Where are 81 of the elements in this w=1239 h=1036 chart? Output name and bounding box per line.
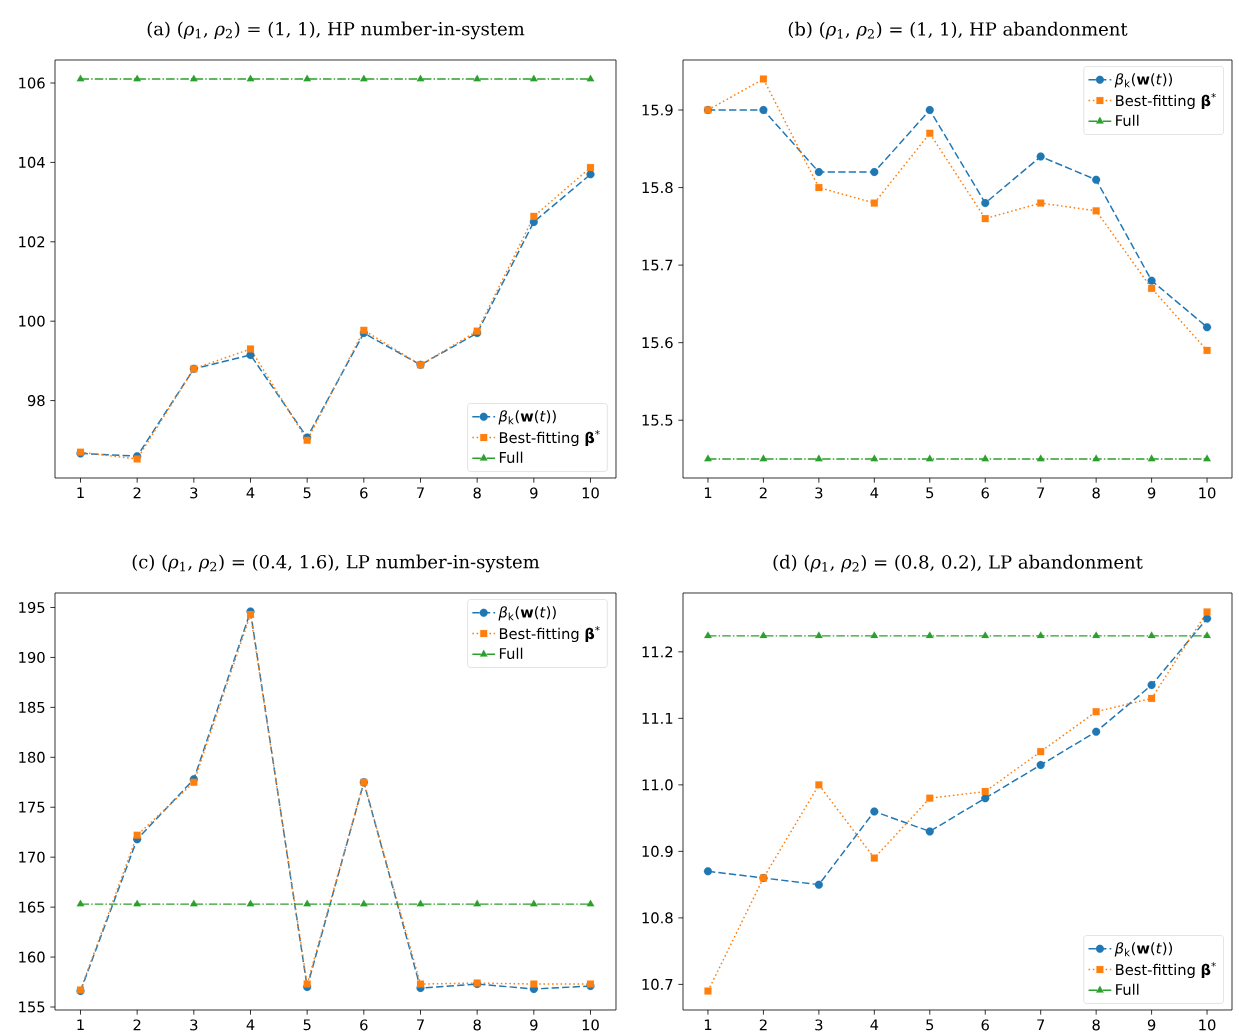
x-tick-label: 1 xyxy=(704,487,712,499)
y-tick-label: 15.9 xyxy=(642,104,673,116)
x-tick-label: 10 xyxy=(1199,1019,1216,1031)
legend-label: Best-fitting β$^{*}$ xyxy=(499,626,600,643)
y-tick-label: 11.0 xyxy=(642,779,673,791)
x-tick-label: 2 xyxy=(133,487,141,499)
x-tick-label: 8 xyxy=(473,487,481,499)
x-tick-label: 7 xyxy=(417,487,424,499)
y-tick-label: 175 xyxy=(19,801,45,813)
x-tick-label: 4 xyxy=(870,487,879,499)
chart-title: (b) (ρ$_{1}$, ρ$_{2}$) = (1, 1), HP abandonment xyxy=(788,21,1128,40)
y-tick-label: 190 xyxy=(19,651,45,663)
x-tick-label: 6 xyxy=(981,487,989,499)
y-tick-label: 100 xyxy=(19,315,45,327)
x-tick-label: 1 xyxy=(77,487,84,499)
x-tick-label: 3 xyxy=(190,487,198,499)
x-tick-label: 7 xyxy=(417,1019,424,1031)
legend-label: Best-fitting β$^{*}$ xyxy=(1116,93,1216,110)
x-tick-label: 2 xyxy=(759,487,767,499)
x-tick-label: 6 xyxy=(360,1019,368,1031)
y-tick-label: 15.8 xyxy=(642,182,673,194)
y-tick-label: 102 xyxy=(19,236,45,248)
x-tick-label: 8 xyxy=(1092,487,1100,499)
y-tick-label: 15.6 xyxy=(642,337,673,349)
chart-title: (c) (ρ$_{1}$, ρ$_{2}$) = (0.4, 1.6), LP number-in-system xyxy=(132,554,540,573)
legend-label: Best-fitting β$^{*}$ xyxy=(499,430,600,447)
x-tick-label: 3 xyxy=(815,1019,823,1031)
x-tick-label: 4 xyxy=(246,487,255,499)
legend-label: β$_{k}$(w(t)) xyxy=(498,606,556,621)
legend-label: Full xyxy=(499,451,523,463)
y-tick-label: 10.9 xyxy=(642,845,673,857)
x-tick-label: 7 xyxy=(1037,487,1045,499)
x-tick-label: 7 xyxy=(1037,1019,1045,1031)
x-tick-label: 9 xyxy=(530,1019,538,1031)
x-tick-label: 1 xyxy=(704,1019,712,1031)
y-tick-label: 104 xyxy=(19,156,45,168)
x-tick-label: 6 xyxy=(360,487,368,499)
y-tick-label: 155 xyxy=(19,1001,45,1013)
x-tick-label: 8 xyxy=(1092,1019,1100,1031)
x-tick-label: 4 xyxy=(246,1019,255,1031)
y-tick-label: 180 xyxy=(19,751,45,763)
chart-title: (d) (ρ$_{1}$, ρ$_{2}$) = (0.8, 0.2), LP abandonment xyxy=(773,554,1143,573)
y-tick-label: 185 xyxy=(19,701,45,713)
x-tick-label: 5 xyxy=(926,1019,934,1031)
legend-label: β$_{k}$(w(t)) xyxy=(1114,73,1173,88)
x-tick-label: 5 xyxy=(303,1019,311,1031)
x-tick-label: 10 xyxy=(1199,487,1216,499)
x-tick-label: 5 xyxy=(926,487,934,499)
chart-title: (a) (ρ$_{1}$, ρ$_{2}$) = (1, 1), HP number-in-system xyxy=(147,21,525,40)
y-tick-label: 15.5 xyxy=(642,414,673,426)
x-tick-label: 6 xyxy=(981,1019,989,1031)
y-tick-label: 160 xyxy=(19,951,45,963)
y-tick-label: 10.7 xyxy=(642,978,673,990)
y-tick-label: 98 xyxy=(27,395,45,407)
legend-label: Best-fitting β$^{*}$ xyxy=(1116,962,1216,979)
x-tick-label: 2 xyxy=(759,1019,767,1031)
legend-label: Full xyxy=(1116,983,1139,996)
x-tick-label: 3 xyxy=(815,487,823,499)
y-tick-label: 165 xyxy=(19,901,45,913)
y-tick-label: 170 xyxy=(19,851,45,863)
legend-label: Full xyxy=(499,647,523,660)
x-tick-label: 9 xyxy=(530,487,538,499)
y-tick-label: 11.2 xyxy=(642,646,673,658)
x-tick-label: 9 xyxy=(1147,1019,1156,1031)
x-tick-label: 2 xyxy=(133,1019,141,1031)
x-tick-label: 10 xyxy=(582,487,599,499)
x-tick-label: 1 xyxy=(77,1019,84,1031)
x-tick-label: 3 xyxy=(190,1019,198,1031)
legend-label: β$_{k}$(w(t)) xyxy=(498,410,556,425)
legend-label: Full xyxy=(1116,114,1139,127)
y-tick-label: 106 xyxy=(19,77,45,89)
x-tick-label: 4 xyxy=(870,1019,879,1031)
legend-label: β$_{k}$(w(t)) xyxy=(1114,942,1173,957)
x-tick-label: 10 xyxy=(582,1019,599,1031)
x-tick-label: 9 xyxy=(1147,487,1156,499)
x-tick-label: 5 xyxy=(303,487,311,499)
y-tick-label: 11.1 xyxy=(642,713,673,724)
y-tick-label: 195 xyxy=(19,601,45,614)
y-tick-label: 10.8 xyxy=(642,912,673,924)
x-tick-label: 8 xyxy=(473,1019,481,1031)
y-tick-label: 15.7 xyxy=(642,259,673,271)
